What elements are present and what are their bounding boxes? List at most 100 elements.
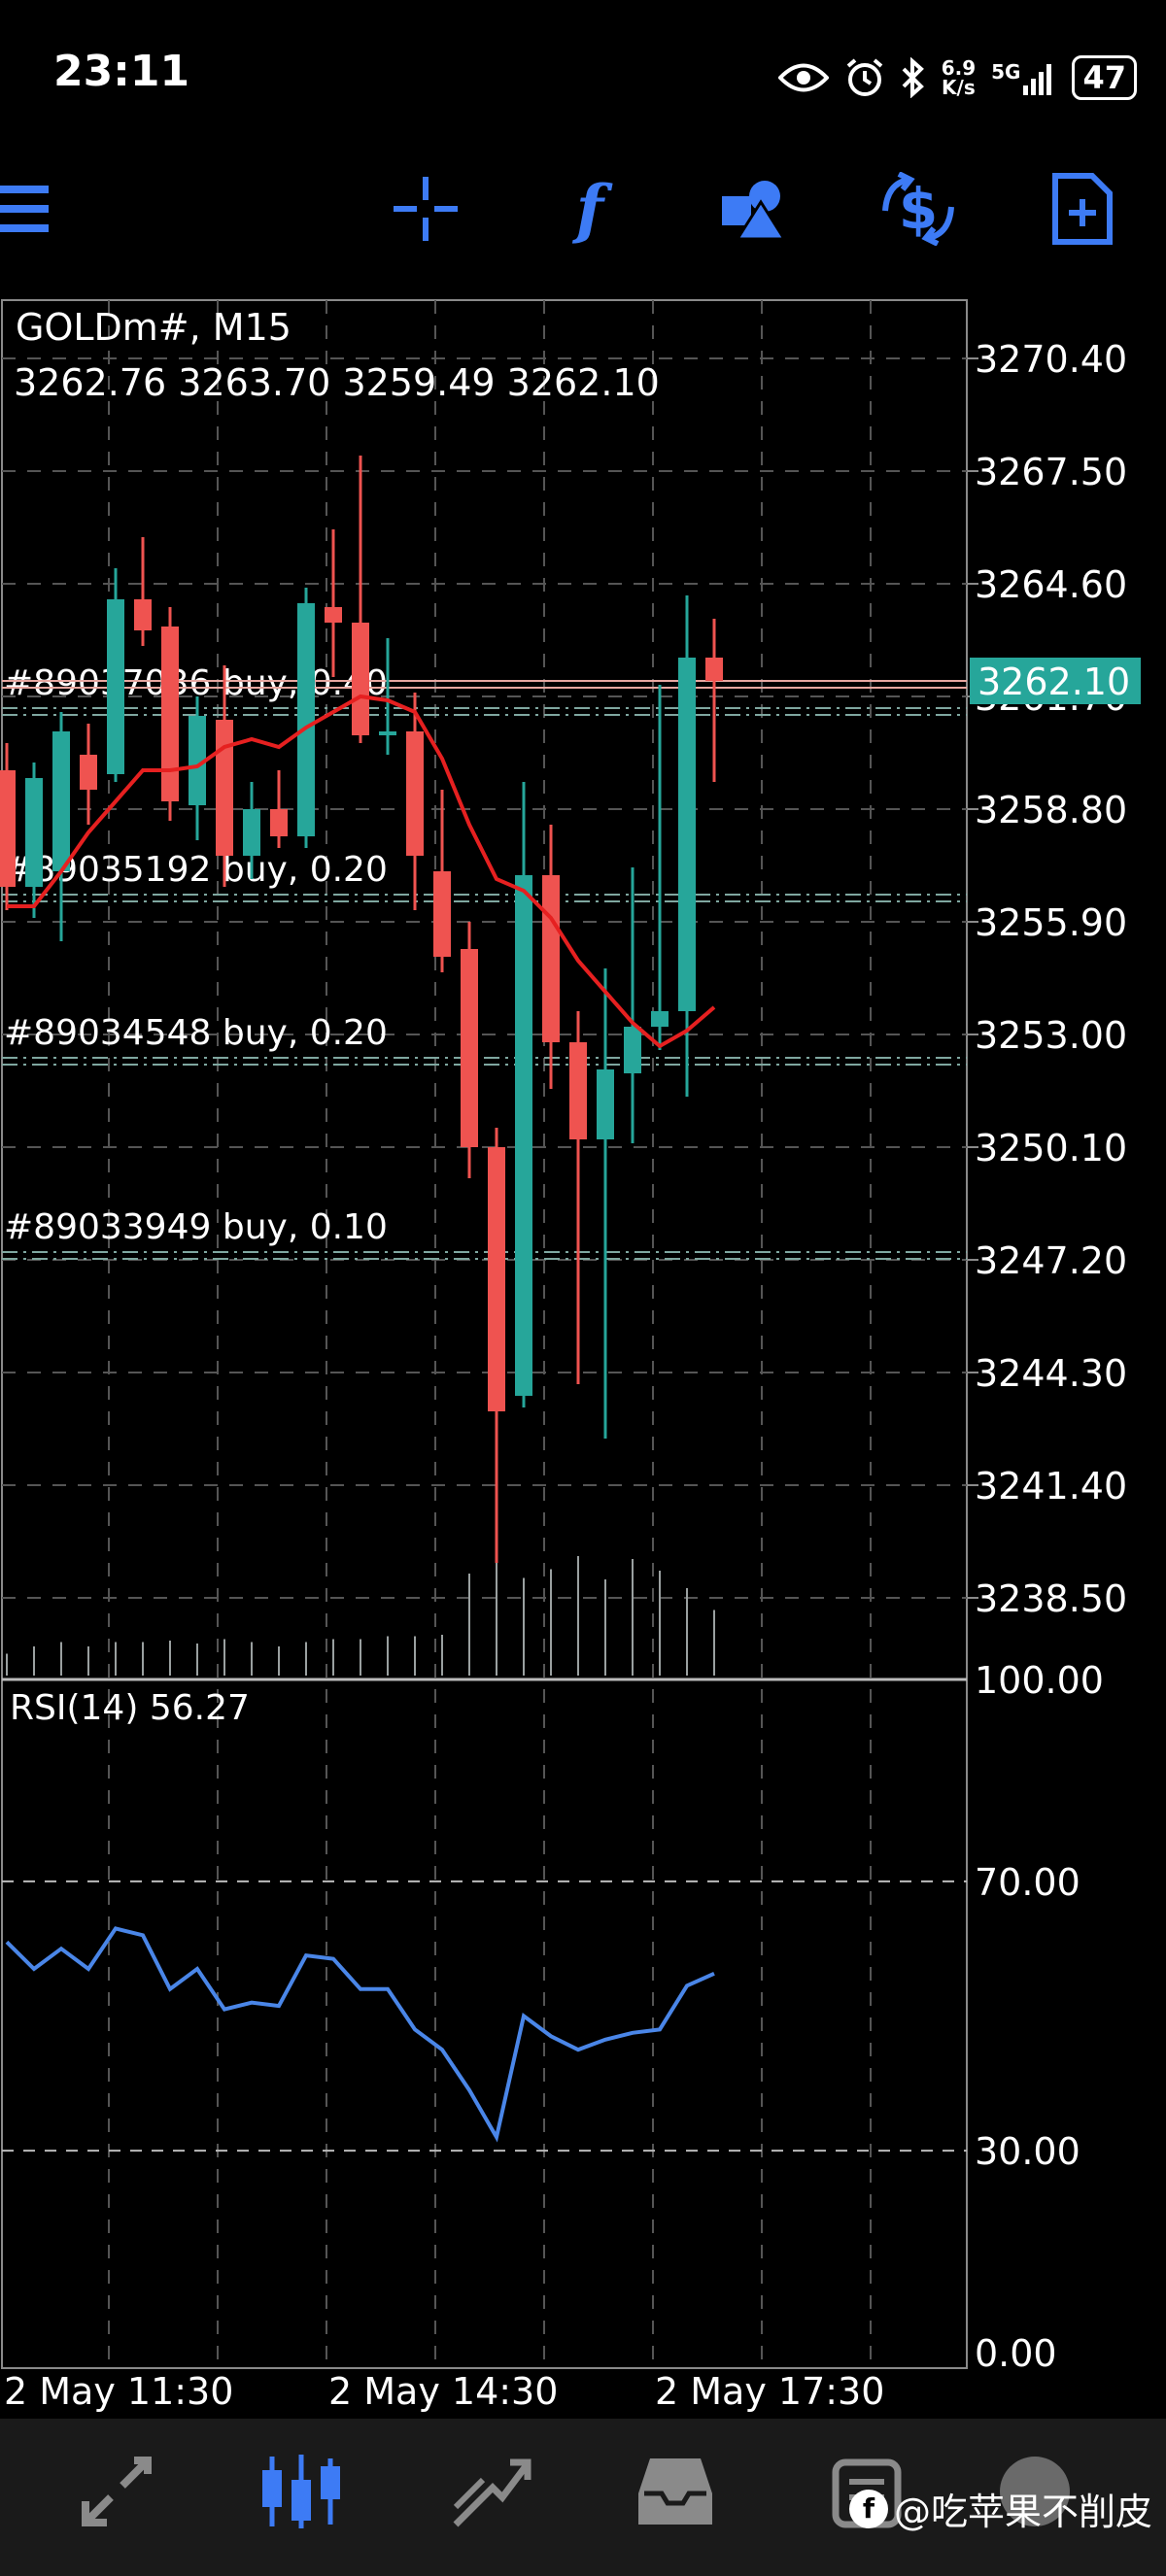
- ohlc-label: 3262.76 3263.70 3259.49 3262.10: [14, 361, 660, 404]
- watermark: f @吃苹果不削皮: [848, 2482, 1152, 2535]
- bluetooth-icon: [902, 57, 924, 98]
- objects-icon: [722, 181, 787, 241]
- candle: [379, 638, 396, 755]
- trade-icon: $: [882, 172, 954, 246]
- candle: [134, 537, 152, 646]
- order-label: #89033949 buy, 0.10: [4, 1207, 388, 1247]
- rsi-tick-label: 100.00: [975, 1659, 1104, 1702]
- price-tick-label: 3270.40: [975, 338, 1127, 381]
- price-tick-label: 3255.90: [975, 901, 1127, 944]
- chart-icon: [262, 2455, 340, 2528]
- price-tick-label: 3238.50: [975, 1577, 1127, 1620]
- new-order-icon: [1052, 173, 1113, 245]
- signal-indicator: 5G: [991, 60, 1056, 95]
- eye-icon: [777, 63, 829, 92]
- price-tick-label: 3244.30: [975, 1352, 1127, 1395]
- price-tick-label: 3250.10: [975, 1127, 1127, 1169]
- candle: [569, 1011, 587, 1384]
- candle: [107, 568, 124, 782]
- watermark-text: @吃苹果不削皮: [893, 2491, 1152, 2533]
- candle: [25, 763, 43, 918]
- price-tick-label: 3264.60: [975, 563, 1127, 606]
- moving-average: [7, 694, 716, 1049]
- price-chart[interactable]: #89037036 buy, 0.40#89035192 buy, 0.20#8…: [0, 296, 1166, 2428]
- rsi-indicator: [5, 1926, 715, 2143]
- menu-button[interactable]: [0, 155, 68, 262]
- candle: [161, 607, 179, 821]
- price-tick-label: 3267.50: [975, 451, 1127, 493]
- chart-axes: 3270.403267.503264.603261.703258.803255.…: [4, 338, 1141, 2413]
- chart-toolbar: f $: [0, 155, 1166, 262]
- candle: [461, 922, 478, 1178]
- time-tick-label: 2 May 17:30: [655, 2370, 884, 2413]
- indicators-icon: f: [575, 171, 604, 247]
- new-order-button[interactable]: [1029, 155, 1136, 262]
- rsi-line: [5, 1926, 715, 2143]
- rsi-tick-label: 70.00: [975, 1861, 1080, 1904]
- symbol-label: GOLDm#, M15: [16, 306, 292, 349]
- objects-button[interactable]: [701, 155, 807, 262]
- current-price-label: 3262.10: [977, 661, 1130, 703]
- chart-labels: GOLDm#, M15 3262.76 3263.70 3259.49 3262…: [10, 306, 660, 1728]
- bottom-navigation: [0, 2419, 1166, 2576]
- nav-quotes[interactable]: [58, 2438, 175, 2545]
- price-tick-label: 3241.40: [975, 1465, 1127, 1508]
- history-icon: [638, 2458, 712, 2525]
- network-speed: 6.9 K/s: [942, 58, 976, 97]
- rsi-tick-label: 0.00: [975, 2332, 1057, 2375]
- candle: [488, 1128, 505, 1563]
- price-tick-label: 3247.20: [975, 1239, 1127, 1282]
- candle: [406, 693, 424, 910]
- quotes-icon: [82, 2457, 152, 2526]
- chart-grid: [1, 299, 968, 2369]
- candle: [243, 782, 260, 879]
- candle: [597, 968, 614, 1439]
- status-icons: 6.9 K/s 5G 47: [777, 49, 1137, 107]
- candle: [433, 790, 451, 972]
- candle: [678, 595, 696, 1097]
- status-bar: 23:11 6.9 K/s 5G 47: [0, 0, 1166, 146]
- nav-history[interactable]: [617, 2438, 734, 2545]
- order-label: #89034548 buy, 0.20: [4, 1013, 388, 1053]
- candle: [542, 825, 560, 1089]
- network-speed-unit: K/s: [942, 76, 976, 99]
- battery-indicator: 47: [1072, 55, 1137, 100]
- candle: [325, 529, 342, 677]
- status-time: 23:11: [53, 47, 190, 96]
- volume-bars: [6, 1556, 715, 1676]
- candle: [651, 685, 669, 1050]
- signal-icon: [1023, 64, 1052, 95]
- price-tick-label: 3258.80: [975, 789, 1127, 831]
- crosshair-icon: [394, 177, 458, 241]
- candle: [0, 743, 16, 910]
- crosshair-button[interactable]: [372, 155, 479, 262]
- candle: [52, 712, 70, 941]
- trade-nav-icon: [453, 2458, 532, 2527]
- rsi-tick-label: 30.00: [975, 2130, 1080, 2173]
- candle: [270, 770, 288, 848]
- indicators-button[interactable]: f: [536, 155, 643, 262]
- price-tick-label: 3253.00: [975, 1014, 1127, 1057]
- order-lines: #89037036 buy, 0.40#89035192 buy, 0.20#8…: [2, 663, 967, 1260]
- watermark-logo: f: [848, 2489, 888, 2528]
- candle: [80, 724, 97, 825]
- nav-settings[interactable]: [977, 2438, 1093, 2545]
- time-tick-label: 2 May 11:30: [4, 2370, 233, 2413]
- time-tick-label: 2 May 14:30: [328, 2370, 558, 2413]
- ma-line: [7, 694, 716, 1049]
- current-price-tag: [970, 658, 1141, 704]
- candle: [216, 665, 233, 887]
- nav-chart[interactable]: [243, 2438, 360, 2545]
- network-type: 5G: [991, 60, 1021, 84]
- rsi-label: RSI(14) 56.27: [10, 1688, 250, 1728]
- candle: [705, 619, 723, 782]
- settings-icon: [1000, 2457, 1070, 2526]
- candle: [297, 588, 315, 848]
- network-speed-value: 6.9: [941, 56, 977, 80]
- trade-button[interactable]: $: [865, 155, 972, 262]
- candle: [515, 782, 532, 1407]
- nav-trade[interactable]: [432, 2438, 549, 2545]
- menu-icon: [0, 186, 49, 232]
- alarm-icon: [846, 58, 882, 96]
- candles: [0, 456, 723, 1563]
